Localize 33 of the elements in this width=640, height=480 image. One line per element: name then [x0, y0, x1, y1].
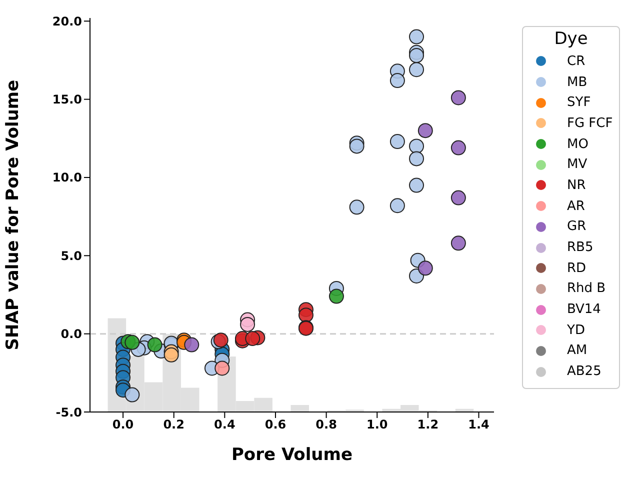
legend-label: BV14 — [567, 302, 601, 318]
y-tick-label: 5.0 — [60, 248, 82, 263]
x-tick-label: 0.8 — [316, 418, 337, 432]
legend-label: SYF — [567, 95, 591, 110]
y-tick-label: 20.0 — [52, 14, 82, 28]
x-tick-label: 1.2 — [417, 418, 439, 432]
legend-label: MV — [567, 157, 588, 172]
x-axis-title: Pore Volume — [231, 445, 353, 465]
x-tick-label: 0.4 — [214, 418, 236, 432]
legend-label: MO — [567, 136, 588, 152]
y-tick-label: 10.0 — [52, 170, 82, 185]
y-axis-title: SHAP value for Pore Volume — [3, 80, 24, 350]
x-tick-label: 1.0 — [366, 418, 388, 432]
y-tick-label: 0.0 — [60, 327, 82, 342]
x-tick-label: 1.4 — [468, 418, 490, 432]
x-tick-label: 0.6 — [264, 418, 286, 432]
legend-label: GR — [567, 219, 586, 234]
legend-label: YD — [567, 322, 585, 338]
legend-label: CR — [567, 54, 586, 69]
legend-label: AM — [567, 343, 588, 358]
legend-label: MB — [567, 74, 588, 90]
x-tick-label: 0.0 — [112, 418, 134, 432]
legend-label: RD — [567, 260, 586, 276]
legend-label: AR — [567, 198, 585, 214]
legend-label: RB5 — [567, 240, 594, 256]
x-tick-label: 0.2 — [163, 418, 184, 432]
legend-label: AB25 — [567, 364, 602, 380]
legend-label: FG FCF — [567, 116, 613, 131]
y-tick-label: 15.0 — [52, 92, 82, 107]
y-tick-label: -5.0 — [56, 405, 82, 420]
legend-label: Rhd B — [567, 281, 606, 296]
legend-label: NR — [567, 178, 586, 193]
legend-title: Dye — [553, 29, 589, 49]
